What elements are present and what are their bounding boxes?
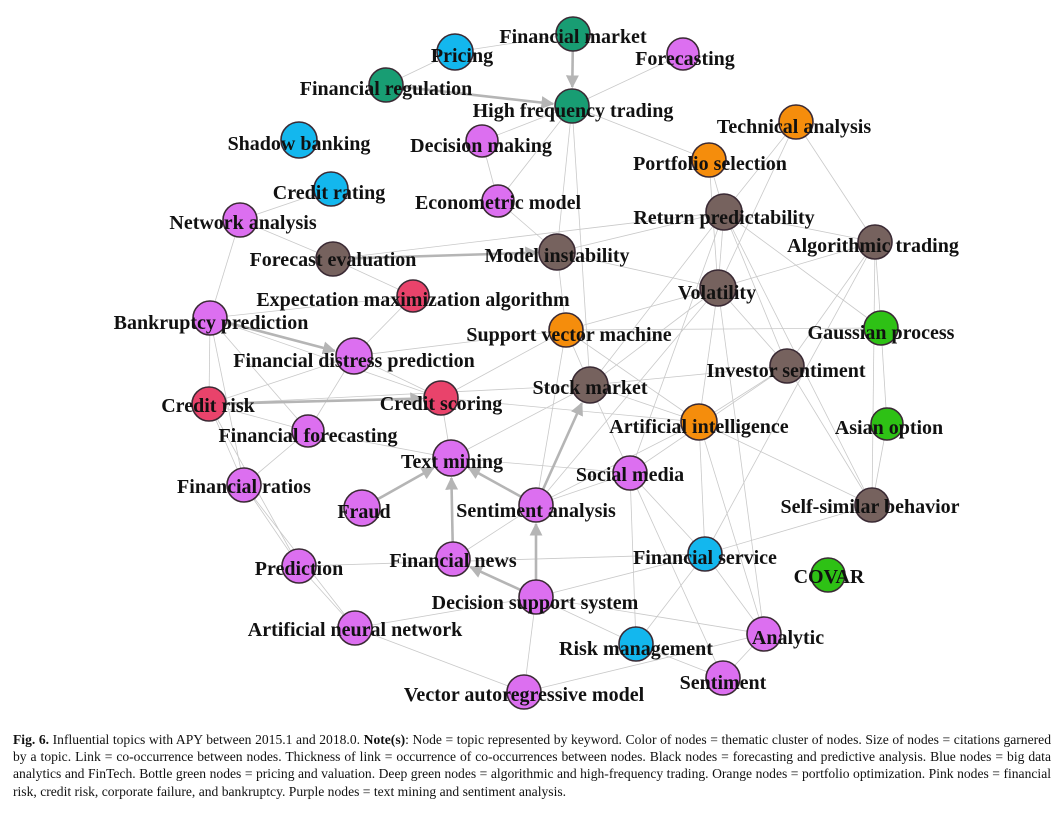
label-financial-service: Financial service	[633, 547, 777, 569]
label-investor-sentiment: Investor sentiment	[706, 360, 865, 382]
label-sentiment: Sentiment	[680, 672, 767, 694]
label-stock-market: Stock market	[533, 377, 648, 399]
label-portfolio-selection: Portfolio selection	[633, 153, 787, 175]
label-self-similar-behavior: Self-similar behavior	[780, 496, 959, 518]
link-artificial-intelligence-to-financial-service	[699, 422, 705, 554]
label-prediction: Prediction	[255, 558, 344, 580]
label-financial-ratios: Financial ratios	[177, 476, 311, 498]
label-text-mining: Text mining	[401, 451, 503, 473]
label-forecast-evaluation: Forecast evaluation	[250, 249, 417, 271]
link-volatility-to-analytic	[718, 288, 764, 634]
link-support-vector-machine-to-sentiment-analysis	[536, 330, 566, 505]
label-volatility: Volatility	[678, 282, 756, 304]
label-network-analysis: Network analysis	[169, 212, 316, 234]
label-financial-forecasting: Financial forecasting	[218, 425, 397, 447]
label-artificial-intelligence: Artificial intelligence	[609, 416, 789, 438]
node-labels: Financial market Pricing Forecasting Financ…	[114, 26, 960, 706]
label-technical-analysis: Technical analysis	[717, 116, 872, 138]
label-econometric-model: Econometric model	[415, 192, 582, 214]
label-credit-rating: Credit rating	[273, 182, 385, 204]
label-bankruptcy-prediction: Bankruptcy prediction	[114, 312, 309, 334]
label-gaussian-process: Gaussian process	[808, 322, 955, 344]
link-volatility-to-artificial-intelligence	[699, 288, 718, 422]
arrow-financial-news-to-text-mining	[451, 478, 452, 542]
label-pricing: Pricing	[431, 45, 493, 67]
label-sentiment-analysis: Sentiment analysis	[456, 500, 616, 522]
label-support-vector-machine: Support vector machine	[466, 324, 671, 346]
caption-text: Influential topics with APY between 2015…	[53, 732, 360, 747]
label-decision-making: Decision making	[410, 135, 552, 157]
label-credit-risk: Credit risk	[161, 395, 255, 417]
arrow-financial-market-to-high-frequency-trading	[572, 51, 573, 87]
label-expectation-maximization-algorithm: Expectation maximization algorithm	[256, 289, 570, 311]
label-high-frequency-trading: High frequency trading	[473, 100, 674, 122]
caption-note-label: Note(s)	[364, 732, 406, 747]
label-fraud: Fraud	[337, 501, 390, 523]
label-financial-distress-prediction: Financial distress prediction	[233, 350, 475, 372]
label-social-media: Social media	[576, 464, 684, 486]
label-artificial-neural-network: Artificial neural network	[248, 619, 463, 641]
label-financial-market: Financial market	[499, 26, 647, 48]
label-risk-management: Risk management	[559, 638, 713, 660]
label-forecasting: Forecasting	[635, 48, 735, 70]
link-artificial-intelligence-to-analytic	[699, 422, 764, 634]
label-credit-scoring: Credit scoring	[380, 393, 502, 415]
label-financial-news: Financial news	[389, 550, 516, 572]
link-algorithmic-trading-to-self-similar-behavior	[872, 242, 875, 505]
link-algorithmic-trading-to-investor-sentiment	[787, 242, 875, 366]
label-decision-support-system: Decision support system	[432, 592, 639, 614]
topic-network-diagram: Financial market Pricing Forecasting Financ…	[0, 0, 1062, 718]
label-model-instability: Model instability	[484, 245, 629, 267]
label-return-predictability: Return predictability	[633, 207, 814, 229]
label-shadow-banking: Shadow banking	[228, 133, 371, 155]
caption-figure-label: Fig. 6.	[13, 732, 49, 747]
label-financial-regulation: Financial regulation	[300, 78, 472, 100]
figure-caption: Fig. 6. Influential topics with APY betw…	[13, 731, 1051, 800]
label-vector-autoregressive-model: Vector autoregressive model	[404, 684, 645, 706]
label-covar: COVAR	[794, 566, 865, 588]
label-analytic: Analytic	[752, 627, 824, 649]
label-algorithmic-trading: Algorithmic trading	[787, 235, 959, 257]
label-asian-option: Asian option	[835, 417, 943, 439]
link-high-frequency-trading-to-model-instability	[557, 106, 572, 252]
